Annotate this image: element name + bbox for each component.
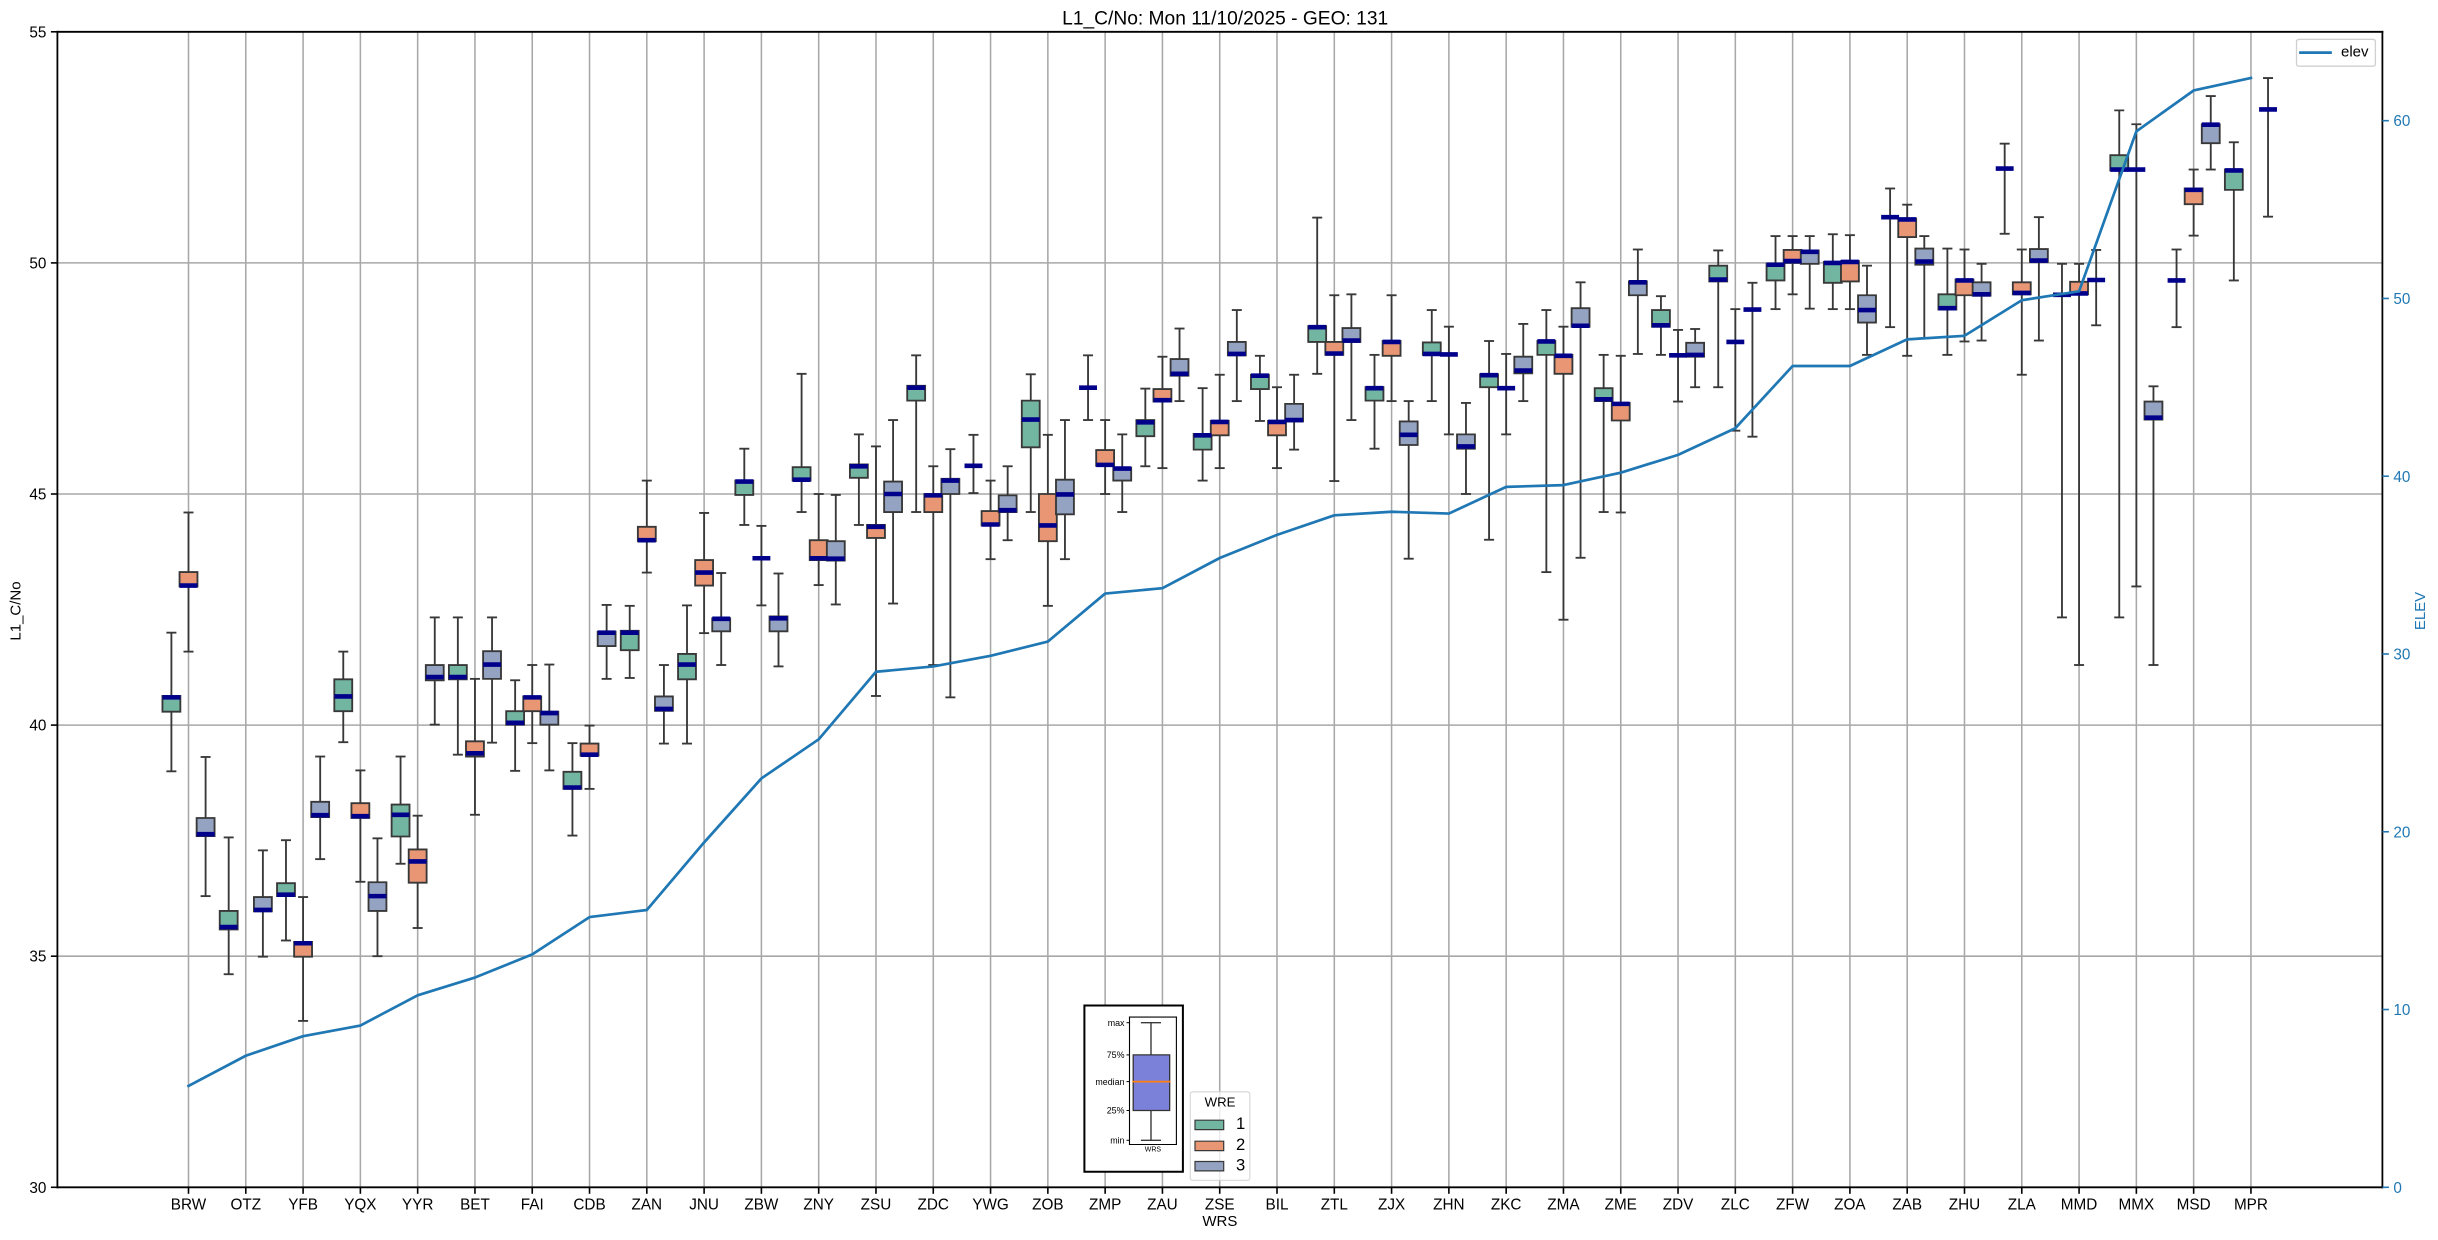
svg-text:WRS: WRS	[1145, 1147, 1162, 1154]
svg-text:2: 2	[1236, 1135, 1245, 1154]
svg-text:OTZ: OTZ	[230, 1196, 261, 1213]
svg-text:ZSU: ZSU	[861, 1196, 892, 1213]
svg-text:ZME: ZME	[1605, 1196, 1637, 1213]
svg-text:ZAB: ZAB	[1892, 1196, 1922, 1213]
svg-text:YYR: YYR	[402, 1196, 433, 1213]
svg-text:elev: elev	[2341, 43, 2369, 60]
svg-text:MPR: MPR	[2234, 1196, 2268, 1213]
svg-text:ZBW: ZBW	[744, 1196, 779, 1213]
svg-text:min: min	[1110, 1136, 1124, 1146]
svg-text:MMX: MMX	[2119, 1196, 2155, 1213]
svg-text:25%: 25%	[1107, 1106, 1125, 1116]
svg-text:ZHN: ZHN	[1433, 1196, 1464, 1213]
svg-text:75%: 75%	[1107, 1050, 1125, 1060]
svg-text:BET: BET	[460, 1196, 490, 1213]
svg-text:0: 0	[2393, 1180, 2402, 1197]
svg-text:30: 30	[29, 1180, 46, 1197]
svg-text:CDB: CDB	[573, 1196, 605, 1213]
svg-text:ZDV: ZDV	[1663, 1196, 1694, 1213]
svg-text:ZNY: ZNY	[803, 1196, 834, 1213]
svg-text:ZLA: ZLA	[2008, 1196, 2037, 1213]
svg-text:L1_C/No: L1_C/No	[7, 581, 24, 640]
svg-text:YWG: YWG	[972, 1196, 1009, 1213]
svg-text:ZJX: ZJX	[1378, 1196, 1405, 1213]
svg-text:40: 40	[29, 718, 46, 735]
svg-text:FAI: FAI	[521, 1196, 544, 1213]
svg-text:ZOA: ZOA	[1834, 1196, 1866, 1213]
svg-text:BIL: BIL	[1266, 1196, 1289, 1213]
svg-text:40: 40	[2393, 469, 2410, 486]
svg-text:ZAU: ZAU	[1147, 1196, 1178, 1213]
svg-text:MSD: MSD	[2177, 1196, 2211, 1213]
svg-text:50: 50	[29, 255, 46, 272]
svg-text:1: 1	[1236, 1114, 1245, 1133]
svg-text:ZMA: ZMA	[1547, 1196, 1580, 1213]
svg-text:BRW: BRW	[171, 1196, 207, 1213]
svg-text:MMD: MMD	[2061, 1196, 2098, 1213]
svg-text:L1_C/No: Mon 11/10/2025 - GEO:: L1_C/No: Mon 11/10/2025 - GEO: 131	[1062, 8, 1388, 29]
svg-text:ZMP: ZMP	[1089, 1196, 1121, 1213]
svg-text:10: 10	[2393, 1002, 2410, 1019]
svg-text:50: 50	[2393, 291, 2410, 308]
svg-text:20: 20	[2393, 824, 2410, 841]
svg-text:ELEV: ELEV	[2412, 592, 2429, 630]
svg-text:ZKC: ZKC	[1491, 1196, 1522, 1213]
svg-text:ZDC: ZDC	[918, 1196, 949, 1213]
svg-text:30: 30	[2393, 647, 2410, 664]
svg-text:median: median	[1095, 1077, 1124, 1087]
svg-text:JNU: JNU	[689, 1196, 719, 1213]
svg-text:ZHU: ZHU	[1949, 1196, 1980, 1213]
svg-text:ZSE: ZSE	[1205, 1196, 1235, 1213]
svg-text:35: 35	[29, 949, 46, 966]
svg-text:WRS: WRS	[1202, 1213, 1237, 1230]
svg-text:ZAN: ZAN	[632, 1196, 663, 1213]
svg-text:60: 60	[2393, 113, 2410, 130]
svg-text:ZTL: ZTL	[1321, 1196, 1348, 1213]
svg-text:45: 45	[29, 487, 46, 504]
svg-text:ZLC: ZLC	[1721, 1196, 1750, 1213]
svg-text:ZOB: ZOB	[1032, 1196, 1063, 1213]
svg-text:3: 3	[1236, 1155, 1245, 1174]
svg-text:max: max	[1108, 1018, 1125, 1028]
svg-text:ZFW: ZFW	[1776, 1196, 1810, 1213]
svg-text:YQX: YQX	[344, 1196, 376, 1213]
svg-text:YFB: YFB	[288, 1196, 318, 1213]
svg-text:WRE: WRE	[1205, 1094, 1236, 1109]
svg-text:55: 55	[29, 24, 46, 41]
